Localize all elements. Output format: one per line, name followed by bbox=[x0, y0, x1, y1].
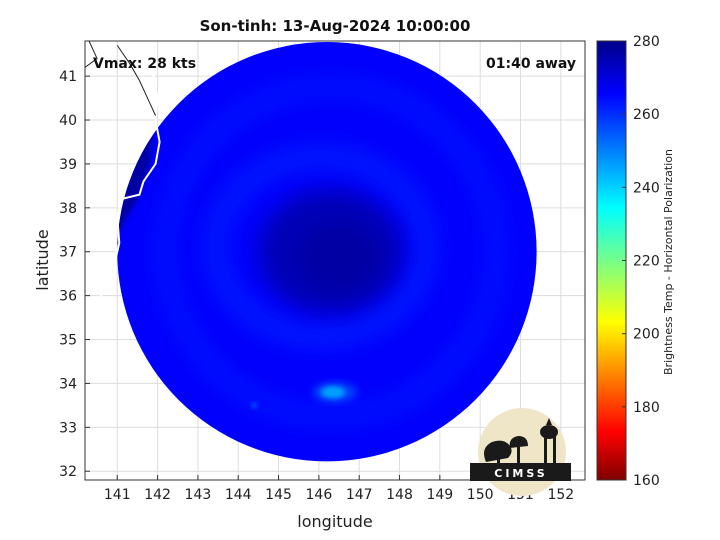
x-tick-label: 150 bbox=[467, 487, 494, 503]
y-axis-ticks: 32 33 34 35 36 37 38 39 40 41 bbox=[59, 69, 90, 480]
colorbar-tick-label: 280 bbox=[633, 34, 660, 50]
logo-text: CIMSS bbox=[494, 467, 547, 480]
y-tick-label: 39 bbox=[59, 157, 77, 173]
x-tick-label: 141 bbox=[104, 487, 131, 503]
colorbar-tick-label: 200 bbox=[633, 327, 660, 343]
outer-band bbox=[153, 74, 508, 429]
y-tick-label: 33 bbox=[59, 420, 77, 436]
coastline-north bbox=[85, 41, 98, 68]
x-tick-label: 144 bbox=[225, 487, 252, 503]
swath-disk bbox=[117, 42, 537, 462]
colorbar-tick-label: 220 bbox=[633, 254, 660, 270]
cold-feature-core bbox=[321, 386, 345, 399]
x-tick-label: 147 bbox=[346, 487, 373, 503]
small-cold-spot bbox=[251, 402, 258, 409]
brightness-temp-field bbox=[117, 42, 537, 462]
storm-center bbox=[298, 223, 379, 292]
x-tick-label: 143 bbox=[185, 487, 212, 503]
colorbar bbox=[596, 40, 627, 481]
y-tick-label: 40 bbox=[59, 113, 77, 129]
chart-title: Son-tinh: 13-Aug-2024 10:00:00 bbox=[200, 17, 471, 35]
colorbar-tick-label: 160 bbox=[633, 473, 660, 489]
coastline-honshu bbox=[85, 44, 161, 337]
spiral-band bbox=[202, 143, 439, 350]
y-axis-label: latitude bbox=[33, 229, 52, 290]
x-axis-label: longitude bbox=[297, 512, 372, 531]
y-tick-label: 36 bbox=[59, 289, 77, 305]
y-tick-label: 32 bbox=[59, 464, 77, 480]
logo-silhouette bbox=[470, 418, 571, 481]
colorbar-tick-label: 240 bbox=[633, 180, 660, 196]
x-tick-label: 146 bbox=[306, 487, 333, 503]
coastline bbox=[85, 41, 161, 337]
coastline-outside-swath bbox=[116, 45, 157, 116]
colorbar-ticks: 160 180 200 220 240 260 280 bbox=[622, 34, 660, 489]
x-tick-label: 152 bbox=[547, 487, 574, 503]
cimss-logo: CIMSS bbox=[470, 408, 571, 496]
colorbar-label: Brightness Temp - Horizontal Polarizatio… bbox=[662, 149, 675, 375]
y-tick-label: 38 bbox=[59, 201, 77, 217]
y-tick-label: 34 bbox=[59, 376, 77, 392]
y-tick-label: 41 bbox=[59, 69, 77, 85]
y-tick-label: 35 bbox=[59, 333, 77, 349]
plot-frame bbox=[84, 40, 586, 481]
x-tick-label: 148 bbox=[386, 487, 413, 503]
x-tick-label: 145 bbox=[265, 487, 292, 503]
colorbar-tick-label: 260 bbox=[633, 107, 660, 123]
x-tick-label: 149 bbox=[426, 487, 453, 503]
y-tick-label: 37 bbox=[59, 245, 77, 261]
time-away-annotation: 01:40 away bbox=[486, 56, 576, 72]
vmax-annotation: Vmax: 28 kts bbox=[93, 56, 196, 72]
colorbar-tick-label: 180 bbox=[633, 400, 660, 416]
x-tick-label: 142 bbox=[144, 487, 171, 503]
